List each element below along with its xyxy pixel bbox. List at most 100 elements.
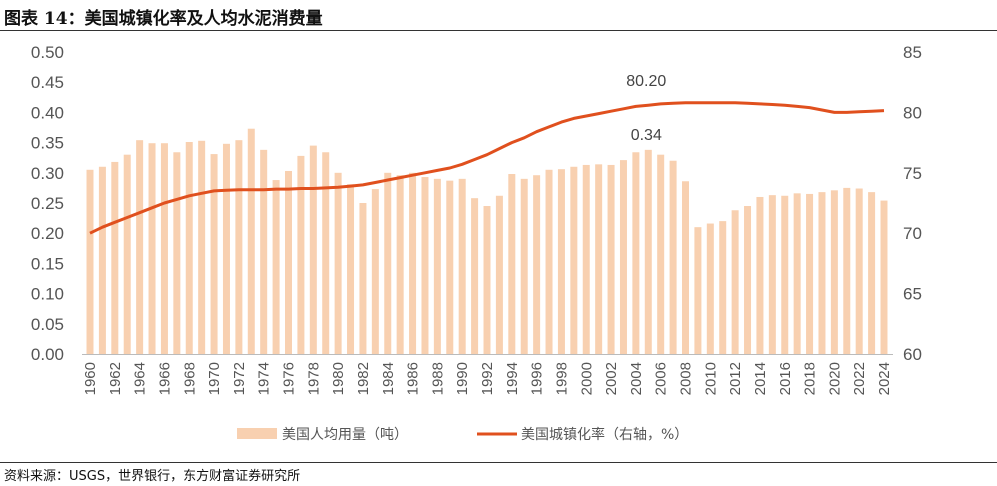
left-tick-label: 0.10 bbox=[31, 285, 64, 304]
x-tick-label: 1974 bbox=[256, 362, 273, 395]
bar-1980 bbox=[334, 172, 342, 354]
x-tick-label: 2006 bbox=[653, 362, 670, 395]
x-tick-label: 1968 bbox=[181, 362, 198, 395]
bar-1971 bbox=[222, 143, 230, 354]
bar-1981 bbox=[347, 184, 355, 354]
x-tick-label: 1984 bbox=[380, 362, 397, 395]
x-tick-label: 2004 bbox=[628, 362, 645, 395]
bar-1972 bbox=[235, 140, 243, 354]
bar-1976 bbox=[285, 170, 292, 354]
left-tick-label: 0.15 bbox=[31, 254, 64, 273]
x-tick-label: 2020 bbox=[826, 362, 843, 395]
bar-1978 bbox=[309, 145, 317, 354]
bar-1996 bbox=[533, 175, 541, 354]
bar-1960 bbox=[86, 169, 94, 354]
x-tick-label: 1992 bbox=[479, 362, 496, 395]
bar-2017 bbox=[793, 193, 801, 354]
bar-1993 bbox=[495, 195, 503, 354]
bar-2003 bbox=[619, 160, 627, 354]
x-tick-label: 1978 bbox=[305, 362, 322, 395]
figure-title: 图表 14：美国城镇化率及人均水泥消费量 bbox=[4, 9, 323, 29]
bar-1973 bbox=[247, 128, 255, 354]
bar-2024 bbox=[880, 200, 888, 354]
right-tick-label: 85 bbox=[903, 43, 922, 62]
bar-1983 bbox=[371, 189, 379, 354]
left-tick-label: 0.00 bbox=[31, 345, 64, 364]
bar-1991 bbox=[471, 198, 479, 354]
bar-2019 bbox=[818, 192, 826, 354]
bar-2022 bbox=[855, 188, 863, 354]
bar-1982 bbox=[359, 203, 367, 354]
x-tick-label: 1980 bbox=[330, 362, 347, 395]
bar-1966 bbox=[160, 143, 168, 354]
bar-1962 bbox=[111, 161, 119, 354]
x-tick-label: 1972 bbox=[231, 362, 248, 395]
bar-1979 bbox=[322, 152, 330, 354]
x-tick-label: 1976 bbox=[281, 362, 298, 395]
bar-1977 bbox=[297, 155, 305, 354]
bar-2014 bbox=[756, 196, 764, 354]
x-tick-label: 1962 bbox=[107, 362, 124, 395]
data-label: 80.20 bbox=[626, 73, 666, 90]
bar-1974 bbox=[260, 149, 268, 354]
left-tick-label: 0.25 bbox=[31, 194, 64, 213]
bar-1992 bbox=[483, 206, 491, 354]
left-tick-label: 0.50 bbox=[31, 43, 64, 62]
bar-1990 bbox=[458, 178, 466, 354]
bar-2005 bbox=[644, 149, 652, 354]
right-tick-label: 75 bbox=[903, 164, 922, 183]
x-tick-label: 1964 bbox=[132, 362, 149, 395]
bar-1965 bbox=[148, 143, 156, 354]
bar-1961 bbox=[98, 166, 106, 354]
left-tick-label: 0.20 bbox=[31, 224, 64, 243]
bar-1988 bbox=[433, 178, 441, 354]
bar-1986 bbox=[409, 172, 417, 354]
x-tick-label: 1966 bbox=[156, 362, 173, 395]
bar-2015 bbox=[768, 195, 776, 354]
bar-2023 bbox=[868, 192, 876, 354]
right-tick-label: 70 bbox=[903, 224, 922, 243]
bar-1994 bbox=[508, 174, 516, 354]
bar-2009 bbox=[694, 227, 702, 354]
x-tick-label: 2014 bbox=[752, 362, 769, 395]
x-tick-label: 2002 bbox=[603, 362, 620, 395]
bar-1995 bbox=[520, 178, 528, 354]
x-tick-label: 1994 bbox=[504, 362, 521, 395]
legend-bar-swatch bbox=[237, 428, 277, 439]
left-tick-label: 0.05 bbox=[31, 315, 64, 334]
bar-2012 bbox=[731, 210, 739, 354]
x-tick-label: 1982 bbox=[355, 362, 372, 395]
x-tick-label: 1996 bbox=[529, 362, 546, 395]
bar-1998 bbox=[557, 169, 565, 354]
bar-1985 bbox=[396, 175, 404, 354]
bar-1984 bbox=[384, 172, 392, 354]
x-tick-label: 1988 bbox=[429, 362, 446, 395]
bar-2013 bbox=[744, 206, 752, 354]
bar-2010 bbox=[706, 223, 714, 354]
x-tick-label: 2008 bbox=[678, 362, 695, 395]
right-tick-label: 65 bbox=[903, 285, 922, 304]
x-tick-label: 2010 bbox=[702, 362, 719, 395]
bar-1970 bbox=[210, 154, 218, 354]
bar-2008 bbox=[682, 181, 689, 354]
left-tick-label: 0.45 bbox=[31, 73, 64, 92]
urbanization-line bbox=[89, 101, 885, 235]
bar-2001 bbox=[595, 164, 603, 354]
bar-1968 bbox=[185, 141, 193, 354]
bar-2004 bbox=[632, 152, 640, 354]
right-tick-label: 80 bbox=[903, 103, 922, 122]
bar-2011 bbox=[719, 221, 727, 354]
left-tick-label: 0.30 bbox=[31, 164, 64, 183]
source-divider bbox=[0, 462, 997, 463]
bar-1987 bbox=[421, 177, 429, 354]
title-divider bbox=[0, 30, 997, 31]
x-tick-label: 1998 bbox=[553, 362, 570, 395]
x-tick-label: 2016 bbox=[777, 362, 794, 395]
bar-1997 bbox=[545, 169, 553, 354]
x-tick-label: 1970 bbox=[206, 362, 223, 395]
bar-2021 bbox=[843, 187, 851, 354]
bar-1967 bbox=[173, 152, 181, 354]
bar-2002 bbox=[607, 164, 615, 354]
x-tick-label: 2022 bbox=[851, 362, 868, 395]
